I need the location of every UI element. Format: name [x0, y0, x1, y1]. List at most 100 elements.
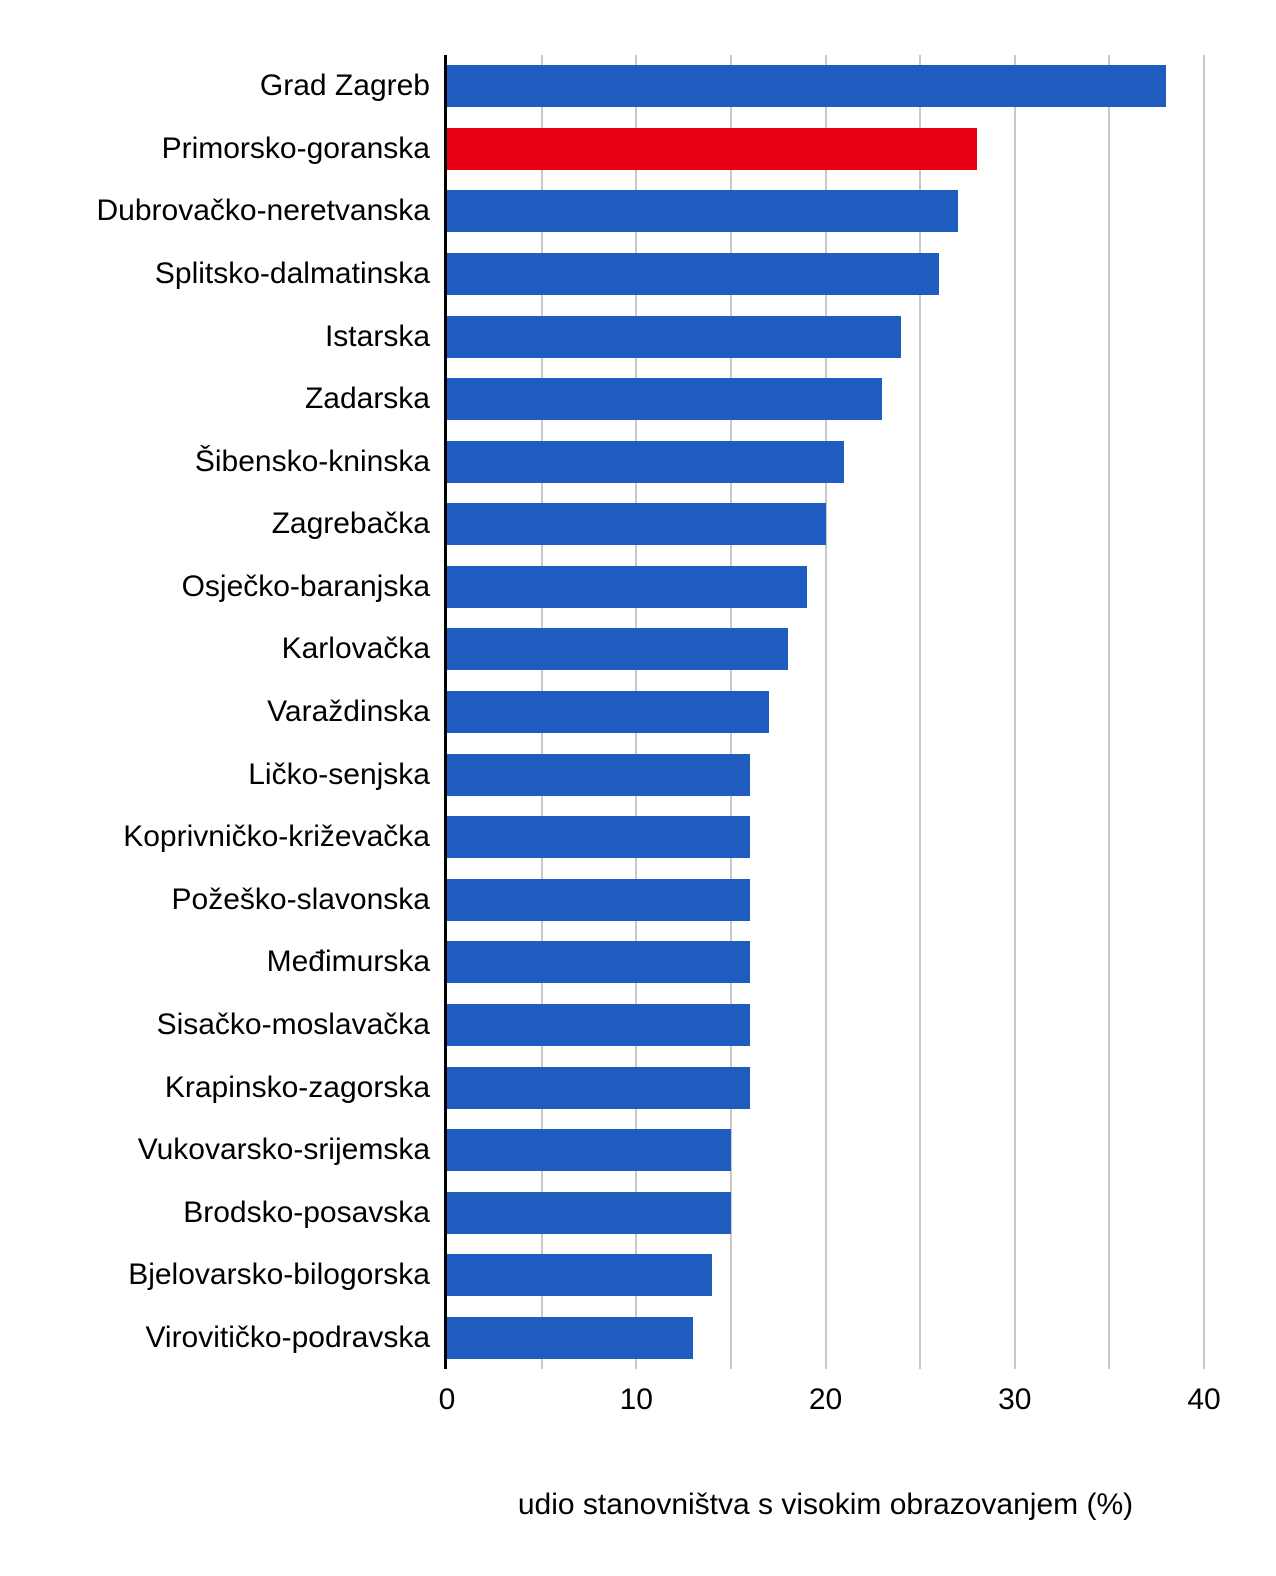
label-row: Bjelovarsko-bilogorska [0, 1244, 430, 1307]
x-tick-label: 10 [619, 1383, 653, 1416]
bar [447, 1191, 731, 1234]
bar [447, 190, 958, 233]
bar [447, 753, 750, 796]
bar [447, 378, 883, 421]
bar-row [447, 243, 1204, 306]
category-label: Grad Zagreb [259, 69, 430, 103]
x-tick-label: 40 [1187, 1383, 1221, 1416]
category-label: Virovitičko-podravska [145, 1320, 430, 1354]
label-row: Dubrovačko-neretvanska [0, 180, 430, 243]
gridline [1203, 55, 1205, 1369]
bar-row [447, 55, 1204, 118]
bar [447, 503, 826, 546]
bar-highlighted [447, 127, 977, 170]
label-row: Brodsko-posavska [0, 1181, 430, 1244]
bar [447, 628, 788, 671]
bar-row [447, 743, 1204, 806]
bar-row [447, 118, 1204, 181]
category-label: Bjelovarsko-bilogorska [128, 1258, 430, 1292]
bar-row [447, 806, 1204, 869]
label-row: Sisačko-moslavačka [0, 994, 430, 1057]
bar-row [447, 869, 1204, 932]
bar-row [447, 1119, 1204, 1182]
x-tick-label: 30 [998, 1383, 1032, 1416]
bar-row [447, 556, 1204, 619]
bar [447, 315, 902, 358]
bar [447, 1254, 712, 1297]
bar-row [447, 368, 1204, 431]
bar-row [447, 493, 1204, 556]
bar-row [447, 1307, 1204, 1370]
gridline [824, 55, 827, 1369]
bar-row [447, 1181, 1204, 1244]
label-row: Virovitičko-podravska [0, 1307, 430, 1370]
bar [447, 565, 807, 608]
label-row: Grad Zagreb [0, 55, 430, 118]
label-row: Primorsko-goranska [0, 118, 430, 181]
label-row: Šibensko-kninska [0, 430, 430, 493]
bar [447, 878, 750, 921]
category-label: Zadarska [304, 382, 430, 416]
label-row: Krapinsko-zagorska [0, 1056, 430, 1119]
category-labels-column: Grad Zagreb Primorsko-goranska Dubrovačko-… [0, 55, 430, 1369]
bar [447, 1066, 750, 1109]
category-label: Vukovarsko-srijemska [137, 1133, 430, 1167]
bars-layer [447, 55, 1204, 1369]
bar [447, 1316, 694, 1359]
label-row: Osječko-baranjska [0, 556, 430, 619]
category-label: Osječko-baranjska [181, 569, 430, 603]
label-row: Karlovačka [0, 618, 430, 681]
label-row: Istarska [0, 305, 430, 368]
bar-row [447, 305, 1204, 368]
category-label: Koprivničko-križevačka [123, 820, 430, 854]
label-row: Splitsko-dalmatinska [0, 243, 430, 306]
bar [447, 253, 940, 296]
label-row: Požeško-slavonska [0, 869, 430, 932]
gridline [919, 55, 922, 1369]
label-row: Varaždinska [0, 681, 430, 744]
bar-row [447, 681, 1204, 744]
category-label: Šibensko-kninska [194, 444, 430, 478]
label-row: Vukovarsko-srijemska [0, 1119, 430, 1182]
bar [447, 1129, 731, 1172]
y-axis-line [444, 55, 447, 1369]
bar [447, 816, 750, 859]
label-row: Zagrebačka [0, 493, 430, 556]
label-row: Koprivničko-križevačka [0, 806, 430, 869]
category-label: Istarska [324, 319, 430, 353]
category-label: Krapinsko-zagorska [164, 1070, 430, 1104]
bar [447, 1003, 750, 1046]
bar-row [447, 180, 1204, 243]
bar [447, 941, 750, 984]
bar [447, 440, 845, 483]
label-row: Ličko-senjska [0, 743, 430, 806]
bar-row [447, 931, 1204, 994]
x-tick-label: 20 [808, 1383, 843, 1416]
bar [447, 65, 1167, 108]
category-label: Međimurska [266, 945, 430, 979]
category-label: Splitsko-dalmatinska [154, 257, 430, 291]
category-label: Požeško-slavonska [171, 882, 430, 916]
plot-area [447, 55, 1205, 1369]
label-row: Zadarska [0, 368, 430, 431]
category-label: Karlovačka [281, 632, 430, 666]
x-axis-title: udio stanovništva s visokim obrazovanjem… [517, 1488, 1134, 1521]
bar [447, 691, 769, 734]
gridline [1108, 55, 1111, 1369]
gridline [1013, 55, 1016, 1369]
label-row: Međimurska [0, 931, 430, 994]
category-label: Sisačko-moslavačka [156, 1007, 430, 1041]
category-label: Primorsko-goranska [161, 131, 430, 165]
category-label: Ličko-senjska [248, 757, 430, 791]
category-label: Varaždinska [267, 695, 430, 729]
bar-row [447, 1056, 1204, 1119]
bar-row [447, 618, 1204, 681]
category-label: Dubrovačko-neretvanska [96, 194, 430, 228]
bar-row [447, 430, 1204, 493]
bar-row [447, 994, 1204, 1057]
category-label: Zagrebačka [271, 507, 430, 541]
bar-row [447, 1244, 1204, 1307]
x-tick-label: 0 [438, 1383, 456, 1416]
category-label: Brodsko-posavska [183, 1195, 430, 1229]
